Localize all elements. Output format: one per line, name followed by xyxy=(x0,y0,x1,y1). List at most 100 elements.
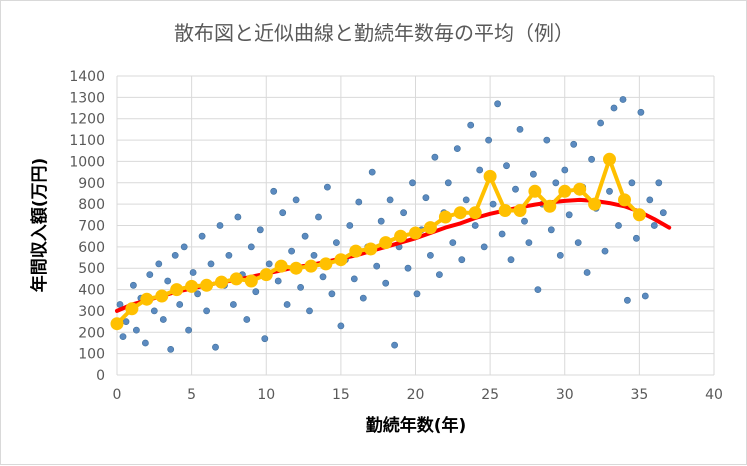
x-tick-label: 40 xyxy=(705,387,723,403)
scatter-series xyxy=(116,96,667,353)
scatter-point xyxy=(234,213,242,221)
scatter-point xyxy=(610,104,618,112)
average-point xyxy=(379,236,393,250)
scatter-point xyxy=(141,339,149,347)
scatter-point xyxy=(212,343,219,351)
scatter-point xyxy=(279,209,287,217)
average-point xyxy=(244,274,258,288)
average-point xyxy=(468,206,482,220)
average-point xyxy=(588,197,602,211)
y-tick-label: 100 xyxy=(78,347,105,363)
x-tick-label: 15 xyxy=(332,387,350,403)
average-point xyxy=(364,242,378,256)
scatter-point xyxy=(422,194,430,202)
scatter-point xyxy=(129,281,137,289)
scatter-point xyxy=(485,136,492,144)
y-tick-label: 1100 xyxy=(69,133,105,149)
average-point xyxy=(185,279,199,293)
scatter-point xyxy=(503,162,510,170)
scatter-point xyxy=(243,316,251,323)
scatter-point xyxy=(150,307,158,315)
x-axis-title: 勤続年数(年) xyxy=(366,415,467,436)
scatter-point xyxy=(261,335,269,343)
axes: 0100200300400500600700800900100011001200… xyxy=(69,69,723,403)
scatter-point xyxy=(547,226,555,234)
scatter-point xyxy=(435,271,443,278)
scatter-point xyxy=(194,290,201,298)
scatter-point xyxy=(561,166,569,174)
scatter-point xyxy=(516,125,524,133)
scatter-point xyxy=(507,256,515,264)
scatter-point xyxy=(409,179,416,187)
scatter-point xyxy=(292,196,300,204)
scatter-point xyxy=(332,239,340,246)
scatter-point xyxy=(413,290,421,298)
average-point xyxy=(110,317,124,331)
scatter-point xyxy=(310,251,318,259)
scatter-point xyxy=(601,247,609,255)
scatter-point xyxy=(633,234,640,242)
scatter-point xyxy=(530,170,537,178)
average-point xyxy=(618,193,631,207)
scatter-point xyxy=(565,211,573,219)
scatter-point xyxy=(471,222,479,229)
scatter-point xyxy=(180,243,188,251)
scatter-point xyxy=(252,288,260,296)
y-tick-label: 1000 xyxy=(69,154,105,170)
scatter-point xyxy=(646,196,654,204)
scatter-point xyxy=(256,226,264,234)
scatter-point xyxy=(391,341,398,349)
average-point xyxy=(394,229,408,243)
scatter-point xyxy=(119,333,127,340)
scatter-point xyxy=(301,232,309,240)
scatter-point xyxy=(377,217,385,225)
average-point xyxy=(483,169,497,183)
scatter-point xyxy=(476,166,484,174)
scatter-point xyxy=(164,277,172,285)
scatter-point xyxy=(606,187,613,195)
scatter-point xyxy=(525,239,533,246)
scatter-point xyxy=(619,96,627,103)
scatter-point xyxy=(328,290,336,298)
scatter-point xyxy=(288,247,295,255)
y-tick-label: 1200 xyxy=(69,112,105,128)
average-point xyxy=(453,206,467,220)
x-tick-label: 10 xyxy=(257,387,275,403)
average-point xyxy=(274,259,288,273)
scatter-point xyxy=(426,251,434,259)
average-point xyxy=(289,261,303,275)
scatter-point xyxy=(207,260,215,268)
scatter-point xyxy=(368,168,376,176)
x-tick-label: 0 xyxy=(113,387,122,403)
y-tick-label: 200 xyxy=(78,325,105,341)
scatter-point xyxy=(189,269,197,276)
scatter-point xyxy=(659,209,667,217)
scatter-point xyxy=(615,222,622,229)
scatter-point xyxy=(588,155,595,163)
average-point xyxy=(573,182,587,196)
scatter-point xyxy=(489,200,497,208)
scatter-point xyxy=(337,322,345,330)
scatter-point xyxy=(498,230,506,238)
y-tick-label: 1300 xyxy=(69,90,105,106)
y-tick-label: 500 xyxy=(78,261,105,277)
scatter-point xyxy=(323,183,331,191)
scatter-point xyxy=(462,196,470,204)
y-tick-label: 600 xyxy=(78,240,105,256)
scatter-point xyxy=(203,307,210,315)
gridlines xyxy=(116,75,715,376)
average-point xyxy=(543,199,557,213)
average-point xyxy=(409,226,422,240)
scatter-point xyxy=(650,222,658,229)
average-point xyxy=(319,257,333,271)
scatter-point xyxy=(270,187,278,195)
scatter-point xyxy=(641,292,649,300)
scatter-point xyxy=(583,269,591,276)
scatter-point xyxy=(355,198,363,206)
average-point xyxy=(423,221,437,235)
scatter-point xyxy=(297,283,304,291)
y-tick-label: 700 xyxy=(78,219,105,235)
y-tick-label: 300 xyxy=(78,304,105,320)
scatter-point xyxy=(146,271,154,278)
